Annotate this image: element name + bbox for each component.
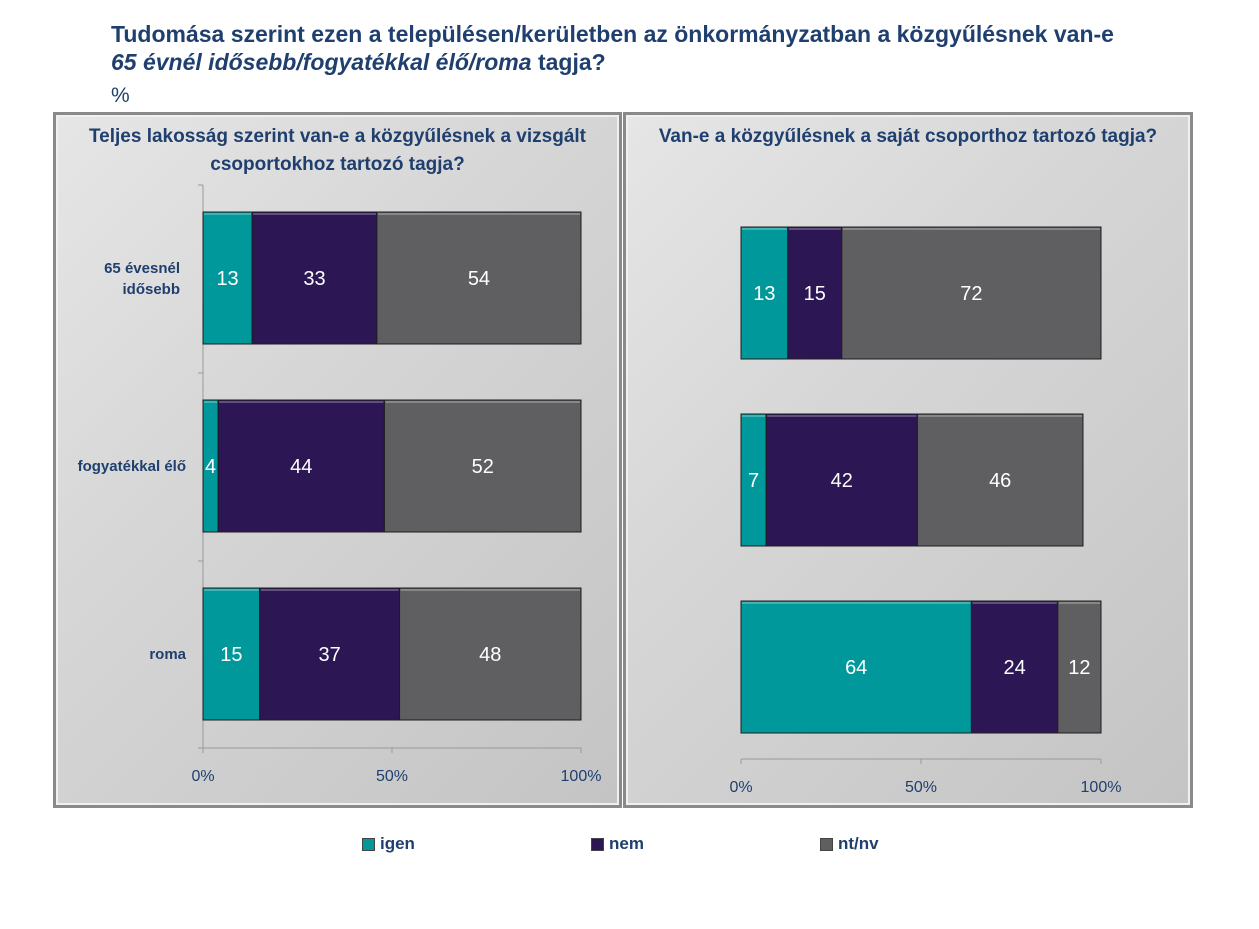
bar-segment-ntnv	[841, 226, 1102, 360]
legend-label: igen	[380, 834, 415, 853]
bar-bevel	[1058, 602, 1100, 604]
bar-bevel	[742, 228, 787, 230]
bar-bevel	[204, 401, 218, 403]
unit-label: %	[111, 84, 130, 107]
bar-segment-ntnv	[376, 211, 582, 345]
bar-bevel	[204, 589, 259, 591]
legend-item-igen: igen	[362, 834, 415, 854]
data-label: 12	[1068, 657, 1090, 679]
chart-right-plot: 0% 50% 100% 13 15 72 7 42 46 64 24 12	[729, 226, 1122, 796]
bar-bevel	[219, 401, 384, 403]
data-label: 64	[845, 657, 867, 679]
bar-bevel	[742, 415, 766, 417]
bar-segment-nem	[765, 413, 918, 547]
right-chart-title: Van-e a közgyűlésnek a saját csoporthoz …	[658, 126, 1158, 147]
bar-segment-ntnv	[399, 587, 582, 721]
bar-segment-nem	[251, 211, 378, 345]
category-label-line: 65 évesnél	[104, 260, 180, 277]
bar-segment-igen	[740, 413, 767, 547]
legend-item-nem: nem	[591, 834, 644, 854]
legend-swatch	[362, 837, 375, 851]
x-tick-label: 50%	[376, 768, 408, 785]
bar-bevel	[253, 213, 376, 215]
data-label: 54	[468, 268, 490, 290]
data-label: 46	[989, 470, 1011, 492]
legend: igen nem nt/nv	[0, 834, 1259, 858]
data-label: 4	[205, 456, 216, 478]
bar-segment-igen	[202, 211, 253, 345]
data-label: 15	[220, 644, 242, 666]
category-label: roma	[149, 646, 186, 663]
bar-bevel	[767, 415, 917, 417]
legend-swatch	[591, 837, 604, 851]
x-tick-label: 100%	[561, 768, 602, 785]
legend-swatch	[820, 837, 833, 851]
x-tick-label: 100%	[1081, 779, 1122, 796]
bar-segment-igen	[740, 226, 789, 360]
title-groups-italic: 65 évnél idősebb/fogyatékkal élő/roma	[111, 49, 532, 75]
category-label-line: idősebb	[122, 281, 180, 298]
bar-segment-nem	[217, 399, 385, 533]
bar-bevel	[377, 213, 580, 215]
data-label: 15	[804, 283, 826, 305]
chart-left-plot: 0% 50% 100% 65 évesnél idősebb fogyatékkal él…	[78, 184, 602, 785]
data-label: 24	[1003, 657, 1025, 679]
data-label: 37	[319, 644, 341, 666]
data-label: 52	[472, 456, 494, 478]
bar-segment-nem	[259, 587, 401, 721]
category-label: 65 évesnél idősebb	[104, 260, 180, 298]
bar-bevel	[918, 415, 1082, 417]
bar-bevel	[788, 228, 841, 230]
bar-segment-ntnv	[383, 399, 582, 533]
data-label: 13	[216, 268, 238, 290]
left-chart-title: Teljes lakosság szerint van-e a közgyűlé…	[88, 126, 587, 175]
bar-bevel	[972, 602, 1057, 604]
legend-label: nem	[609, 834, 644, 853]
bar-segment-igen	[202, 587, 261, 721]
title-line-2-rest: tagja?	[531, 49, 606, 75]
bar-segment-nem	[970, 600, 1059, 734]
legend-label: nt/nv	[838, 834, 879, 853]
bar-bevel	[204, 213, 252, 215]
data-label: 33	[303, 268, 325, 290]
page-title: Tudomása szerint ezen a településen/kerü…	[111, 20, 1231, 76]
bar-segment-igen	[740, 600, 972, 734]
bar-bevel	[842, 228, 1100, 230]
category-label: fogyatékkal élő	[78, 458, 186, 475]
bar-bevel	[400, 589, 580, 591]
data-label: 13	[753, 283, 775, 305]
x-tick-label: 50%	[905, 779, 937, 796]
data-label: 48	[479, 644, 501, 666]
bar-segment-ntnv	[1057, 600, 1102, 734]
title-line-1: Tudomása szerint ezen a településen/kerü…	[111, 21, 1114, 47]
bar-segment-nem	[787, 226, 843, 360]
category-label-line: fogyatékkal élő	[78, 458, 186, 475]
x-tick-label: 0%	[729, 779, 752, 796]
category-label-line: roma	[149, 646, 186, 663]
data-label: 72	[960, 283, 982, 305]
bar-bevel	[742, 602, 971, 604]
data-label: 42	[831, 470, 853, 492]
title-line-2: 65 évnél idősebb/fogyatékkal élő/roma ta…	[111, 48, 1231, 76]
bar-segment-ntnv	[916, 413, 1084, 547]
bar-bevel	[260, 589, 399, 591]
data-label: 44	[290, 456, 312, 478]
x-tick-label: 0%	[191, 768, 214, 785]
bar-bevel	[385, 401, 580, 403]
data-label: 7	[748, 470, 759, 492]
legend-item-ntnv: nt/nv	[820, 834, 879, 854]
